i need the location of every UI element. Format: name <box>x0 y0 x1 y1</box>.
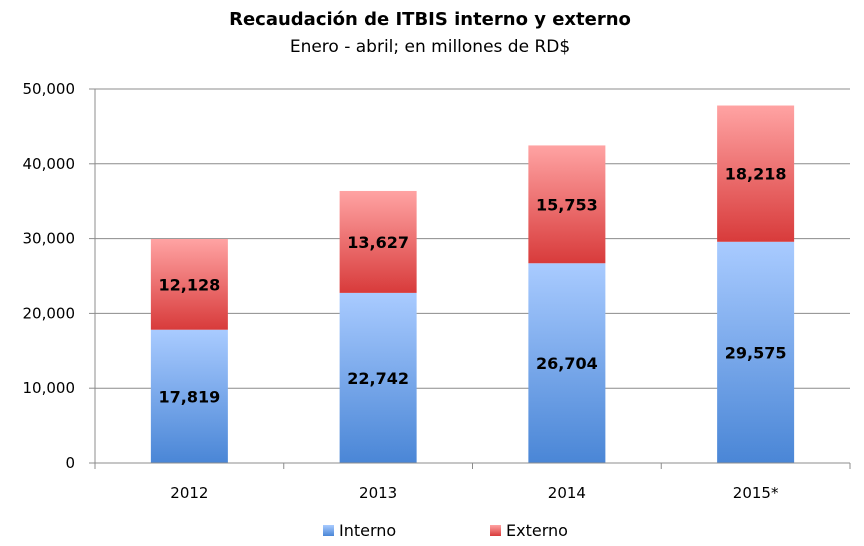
bar-externo-2013 <box>339 190 417 293</box>
y-tick-label: 10,000 <box>23 379 76 397</box>
chart-subtitle: Enero - abril; en millones de RD$ <box>290 37 570 57</box>
legend: Interno Externo <box>323 521 568 540</box>
axes <box>89 88 851 469</box>
data-label: 29,575 <box>725 343 787 362</box>
bar-interno-2013 <box>339 292 417 463</box>
y-tick-label: 50,000 <box>23 80 76 98</box>
bar-externo-2012 <box>150 238 228 330</box>
bars <box>150 105 795 463</box>
bar-interno-2012 <box>150 329 228 463</box>
data-label: 26,704 <box>536 354 598 373</box>
bar-interno-2015 <box>717 241 795 463</box>
legend-label-interno: Interno <box>339 521 396 540</box>
y-tick-label: 30,000 <box>23 230 76 248</box>
data-label: 13,627 <box>347 233 409 252</box>
x-tick-label: 2014 <box>548 484 586 502</box>
y-tick-label: 40,000 <box>23 155 76 173</box>
x-tick-label: 2012 <box>170 484 208 502</box>
bar-externo-2014 <box>528 145 606 264</box>
x-axis-tick-labels: 2012 2013 2014 2015* <box>170 484 779 502</box>
y-tick-label: 20,000 <box>23 304 76 322</box>
data-label: 18,218 <box>725 165 787 184</box>
data-label: 22,742 <box>347 369 409 388</box>
bar-interno-2014 <box>528 263 606 463</box>
legend-swatch-externo <box>490 525 501 536</box>
x-tick-label: 2015* <box>733 484 779 502</box>
legend-label-externo: Externo <box>506 521 568 540</box>
data-label: 17,819 <box>159 387 221 406</box>
data-label: 12,128 <box>159 275 221 294</box>
y-axis-tick-labels: 0 10,000 20,000 30,000 40,000 50,000 <box>23 80 76 472</box>
legend-swatch-interno <box>323 525 334 536</box>
bar-externo-2015 <box>717 105 795 242</box>
x-tick-label: 2013 <box>359 484 397 502</box>
y-tick-label: 0 <box>65 454 75 472</box>
data-label: 15,753 <box>536 195 598 214</box>
chart-title: Recaudación de ITBIS interno y externo <box>229 9 631 30</box>
data-labels: 17,819 12,128 22,742 13,627 26,704 15,753 29,5… <box>159 165 787 407</box>
